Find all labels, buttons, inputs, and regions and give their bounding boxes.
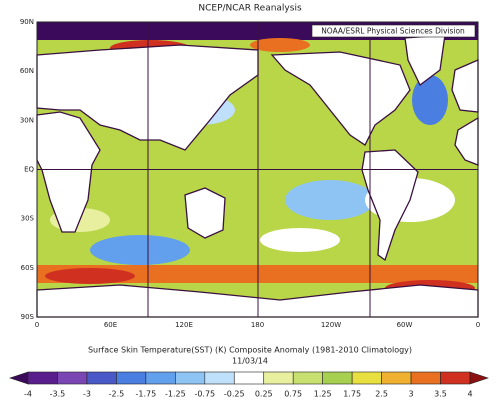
caption-date: 11/03/14 — [232, 357, 268, 366]
anomaly-patch — [412, 75, 448, 125]
colorbar-segment — [263, 371, 294, 385]
colorbar-segment — [145, 371, 176, 385]
map-frame — [36, 21, 479, 318]
credit-box — [311, 24, 476, 38]
colorbar-segment — [381, 371, 412, 385]
colorbar-segment — [351, 371, 382, 385]
colorbar-arrow — [469, 371, 489, 385]
colorbar-segment — [292, 371, 323, 385]
colorbar-segment — [410, 371, 441, 385]
caption-line: Surface Skin Temperature(SST) (K) Compos… — [88, 346, 412, 355]
colorbar-segment — [57, 371, 88, 385]
colorbar-segment — [204, 371, 235, 385]
colorbar-tick-label: 4 — [467, 390, 472, 399]
lon-label: 120W — [321, 321, 341, 329]
africa-west — [454, 116, 479, 166]
lon-label: 60W — [397, 321, 413, 329]
colorbar-segment — [27, 371, 58, 385]
lat-label: 90S — [21, 313, 35, 321]
map: NOAA/ESRL Physical Sciences Division — [36, 21, 479, 318]
colorbar: -4 -3.5 -3 -2.5 -1.75 -1.25 -0.75 -0.25 0.25 0.75… — [9, 371, 489, 399]
lat-label: 90N — [20, 18, 34, 26]
lat-label: 60S — [21, 264, 35, 272]
colorbar-tick-label: -3 — [83, 390, 91, 399]
anomaly-patch — [90, 235, 190, 265]
australia — [184, 187, 226, 239]
colorbar-segment — [440, 371, 471, 385]
colorbar-tick-label: 0.75 — [284, 390, 302, 399]
lon-label: 180 — [251, 321, 264, 329]
colorbar-tick-label: 1.25 — [314, 390, 332, 399]
colorbar-tick-label: -2.5 — [109, 390, 125, 399]
lat-label: EQ — [24, 166, 34, 174]
lat-label: 30N — [20, 116, 34, 124]
colorbar-segment — [322, 371, 353, 385]
anomaly-patch — [285, 180, 375, 220]
colorbar-tick-label: 2.5 — [375, 390, 388, 399]
colorbar-segment — [175, 371, 206, 385]
colorbar-tick-label: 0.25 — [255, 390, 273, 399]
anomaly-patch — [260, 228, 340, 252]
colorbar-segment — [116, 371, 147, 385]
colorbar-tick-label: 3.5 — [434, 390, 447, 399]
colorbar-tick-label: -3.5 — [50, 390, 66, 399]
colorbar-tick-label: -1.75 — [136, 390, 157, 399]
colorbar-tick-label: -4 — [24, 390, 32, 399]
lon-label: 120E — [175, 321, 193, 329]
colorbar-tick-label: -0.75 — [194, 390, 215, 399]
colorbar-tick-label: 3 — [409, 390, 414, 399]
anomaly-patch — [250, 38, 310, 52]
africa — [36, 111, 101, 233]
lon-label: 60E — [104, 321, 117, 329]
lon-label: 0 — [476, 321, 480, 329]
south-america — [361, 149, 419, 262]
title: NCEP/NCAR Reanalysis — [198, 4, 302, 14]
colorbar-tick-label: -1.25 — [165, 390, 186, 399]
credit: NOAA/ESRL Physical Sciences Division — [321, 27, 465, 36]
colorbar-segment — [86, 371, 117, 385]
colorbar-arrow — [9, 371, 29, 385]
lon-label: 0 — [35, 321, 39, 329]
europe-west — [451, 59, 479, 113]
colorbar-segment — [233, 371, 265, 385]
colorbar-tick-label: -0.25 — [224, 390, 245, 399]
colorbar-tick-label: 1.75 — [343, 390, 361, 399]
anomaly-patch — [45, 268, 135, 284]
lat-label: 30S — [21, 215, 35, 223]
lat-label: 60N — [20, 67, 34, 75]
